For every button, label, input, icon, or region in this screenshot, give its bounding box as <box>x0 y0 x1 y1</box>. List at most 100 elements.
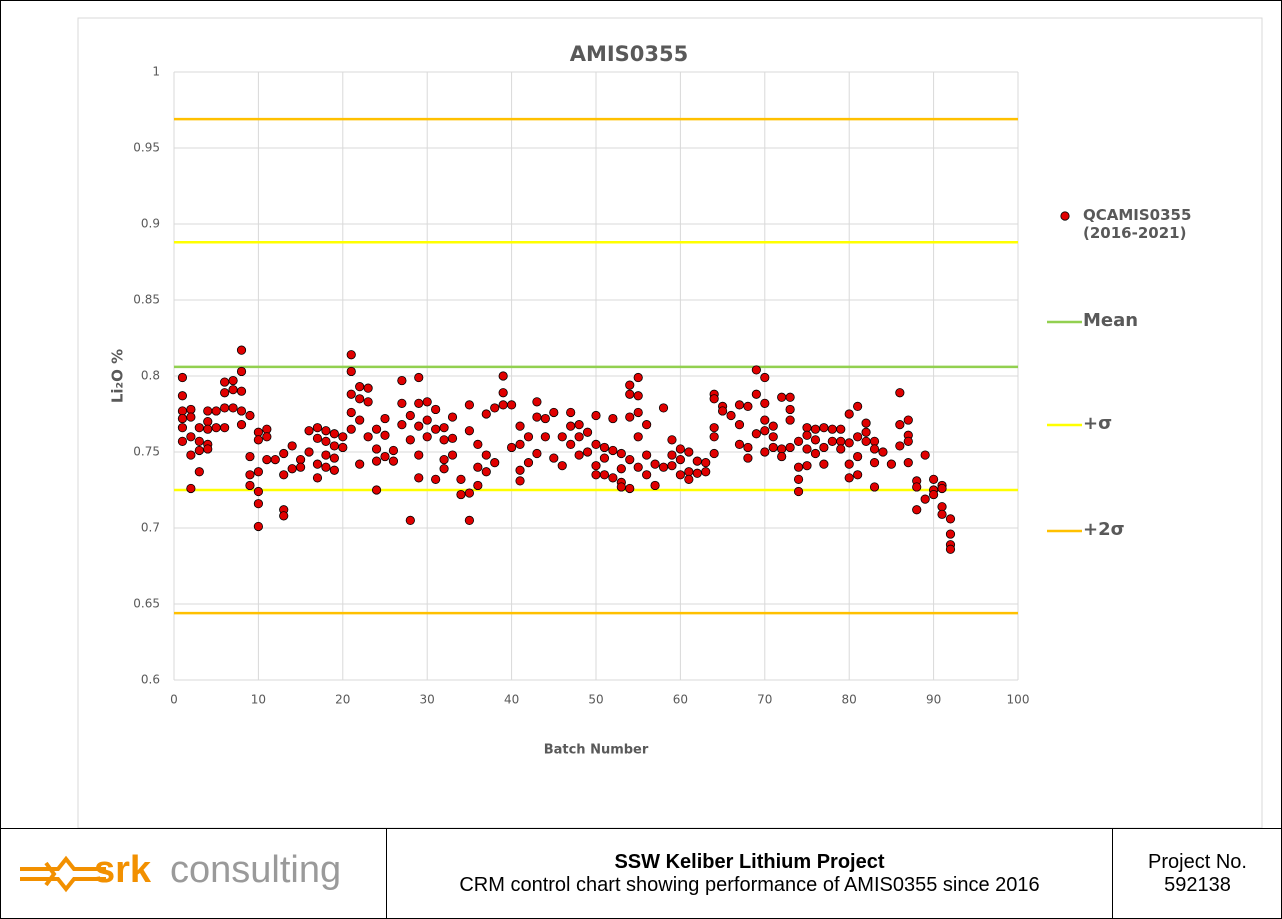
data-point <box>827 436 837 446</box>
data-point <box>321 426 331 436</box>
data-point <box>177 391 188 401</box>
data-point <box>338 432 348 442</box>
data-point <box>186 432 196 442</box>
data-point <box>912 482 922 492</box>
data-point <box>236 406 247 416</box>
data-point <box>253 427 263 437</box>
y-tick-label: 0.9 <box>141 217 160 231</box>
y-tick-label: 1 <box>152 65 160 79</box>
data-point <box>777 392 787 402</box>
data-point <box>380 413 390 424</box>
y-tick-label: 0.95 <box>133 141 160 155</box>
data-point <box>878 447 888 457</box>
data-point <box>675 470 686 480</box>
data-point <box>532 412 542 422</box>
data-point <box>363 432 373 442</box>
data-point <box>701 467 711 477</box>
data-point <box>287 441 297 451</box>
chart-title: AMIS0355 <box>570 42 689 66</box>
data-point <box>945 544 956 554</box>
data-point <box>236 386 247 396</box>
title-cell: SSW Keliber Lithium Project CRM control … <box>387 828 1113 918</box>
data-point <box>397 375 407 386</box>
x-tick-label: 50 <box>588 693 603 707</box>
data-point <box>633 372 643 383</box>
data-point <box>625 483 635 494</box>
y-tick-label: 0.6 <box>141 673 160 687</box>
data-point <box>768 421 778 431</box>
data-point <box>861 436 871 446</box>
footer: srk consulting SSW Keliber Lithium Proje… <box>0 828 1282 919</box>
y-tick-label: 0.85 <box>133 293 160 307</box>
data-point <box>667 461 677 471</box>
data-point <box>422 397 432 407</box>
data-point <box>481 409 491 419</box>
data-point <box>684 474 694 484</box>
data-point <box>506 442 517 453</box>
data-point <box>279 448 289 459</box>
data-point <box>608 473 618 483</box>
data-point <box>464 515 474 526</box>
data-point <box>312 459 323 469</box>
data-point <box>253 521 263 532</box>
logo-bold: srk <box>94 849 152 891</box>
data-point <box>793 486 804 497</box>
data-point <box>414 450 424 460</box>
data-point <box>903 415 913 425</box>
data-point <box>903 458 913 468</box>
data-point <box>304 426 314 436</box>
data-point <box>819 423 829 433</box>
project-no-label: Project No. <box>1148 850 1247 873</box>
data-point <box>616 464 626 474</box>
data-point <box>456 489 466 500</box>
data-point <box>346 366 356 377</box>
data-point <box>802 461 812 471</box>
chart: AMIS0355 Batch Number Li₂O % 0.6 0.65 0.7 0… <box>77 17 1263 828</box>
data-point <box>346 350 356 360</box>
data-point <box>844 459 854 469</box>
data-point <box>346 389 356 399</box>
data-point <box>574 450 584 460</box>
data-point <box>810 435 821 445</box>
legend-marker <box>1060 211 1070 221</box>
data-point <box>633 391 643 401</box>
data-point <box>751 389 761 399</box>
data-point <box>177 372 188 383</box>
data-point <box>625 389 635 399</box>
data-point <box>642 450 652 460</box>
data-point <box>287 464 297 474</box>
data-point <box>591 410 601 421</box>
data-point <box>667 435 677 445</box>
data-point <box>186 483 196 494</box>
data-point <box>709 432 719 442</box>
data-point <box>312 423 323 433</box>
data-point <box>540 413 550 424</box>
data-point <box>194 436 204 446</box>
data-point <box>203 444 213 454</box>
data-point <box>869 458 880 468</box>
data-point <box>329 429 339 439</box>
data-point <box>490 403 500 413</box>
x-tick-label: 0 <box>170 693 178 707</box>
data-point <box>760 426 770 436</box>
data-point <box>549 453 559 463</box>
data-point <box>481 467 491 477</box>
data-point <box>557 432 567 442</box>
data-point <box>726 410 736 421</box>
data-point <box>464 488 474 498</box>
data-point <box>405 435 415 445</box>
chart-area <box>77 17 1263 828</box>
data-point <box>245 410 255 421</box>
data-point <box>177 436 188 446</box>
data-point <box>793 436 804 446</box>
data-point <box>329 441 339 451</box>
data-point <box>844 438 854 448</box>
data-point <box>414 421 424 431</box>
data-point <box>760 372 770 383</box>
data-point <box>895 441 905 451</box>
data-point <box>760 447 770 457</box>
data-point <box>760 398 770 408</box>
y-tick-label: 0.7 <box>141 521 160 535</box>
data-point <box>928 489 939 500</box>
data-point <box>186 404 196 415</box>
